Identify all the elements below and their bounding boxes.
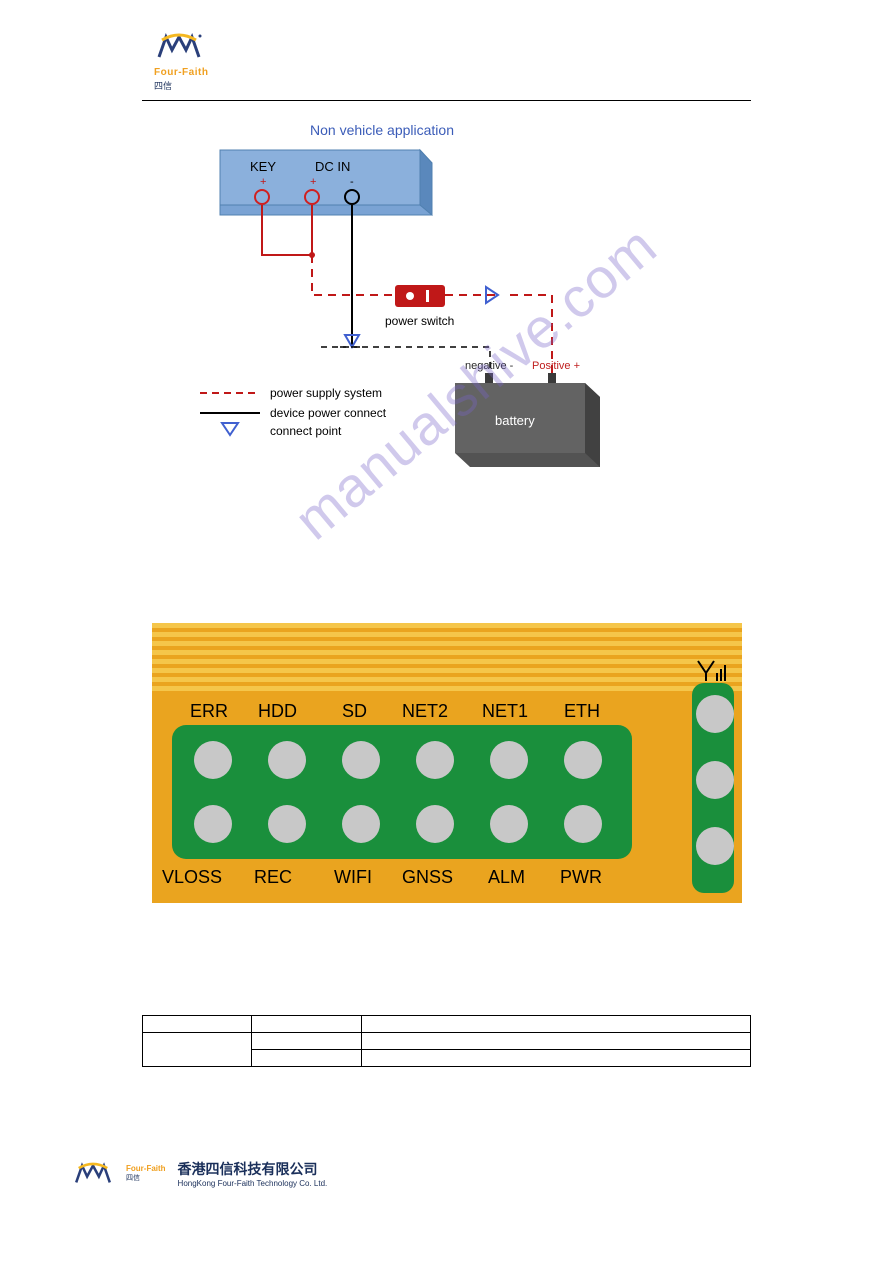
svg-text:battery: battery bbox=[495, 413, 535, 428]
led-net1 bbox=[490, 741, 528, 779]
footer-company-cn: 香港四信科技有限公司 bbox=[178, 1159, 328, 1179]
led-signal-3 bbox=[696, 827, 734, 865]
spec-table bbox=[142, 1015, 751, 1067]
led-signal-1 bbox=[696, 695, 734, 733]
key-label: KEY bbox=[250, 159, 276, 174]
svg-text:connect point: connect point bbox=[270, 424, 342, 438]
svg-text:device power connect: device power connect bbox=[270, 406, 387, 420]
svg-text:-: - bbox=[350, 176, 354, 188]
power-switch: power switch bbox=[385, 285, 454, 328]
diagram-legend: power supply system device power connect… bbox=[200, 386, 387, 438]
led-main-box bbox=[172, 725, 632, 859]
svg-text:+: + bbox=[310, 176, 316, 188]
antenna-icon bbox=[696, 659, 728, 683]
svg-text:negative -: negative - bbox=[465, 360, 514, 372]
dcin-label: DC IN bbox=[315, 159, 350, 174]
led-label-hdd: HDD bbox=[258, 701, 297, 722]
table-cell bbox=[252, 1050, 361, 1067]
led-label-net2: NET2 bbox=[402, 701, 448, 722]
battery-box: negative - Positive + battery bbox=[455, 360, 600, 467]
logo-brand-cn: 四信 bbox=[154, 79, 208, 92]
led-label-sd: SD bbox=[342, 701, 367, 722]
svg-text:Positive +: Positive + bbox=[532, 360, 580, 372]
led-label-rec: REC bbox=[254, 867, 292, 888]
led-label-net1: NET1 bbox=[482, 701, 528, 722]
led-vloss bbox=[194, 805, 232, 843]
table-cell bbox=[252, 1016, 361, 1033]
table-cell bbox=[361, 1050, 750, 1067]
table-cell bbox=[143, 1033, 252, 1067]
table-cell bbox=[361, 1033, 750, 1050]
wiring-diagram: Non vehicle application KEY DC IN + + - bbox=[180, 115, 700, 515]
m-logo-icon bbox=[154, 32, 204, 62]
diagram-title: Non vehicle application bbox=[310, 122, 454, 138]
led-net2 bbox=[416, 741, 454, 779]
table-cell bbox=[143, 1016, 252, 1033]
led-label-pwr: PWR bbox=[560, 867, 602, 888]
header-logo: Four-Faith 四信 bbox=[154, 32, 208, 92]
led-label-gnss: GNSS bbox=[402, 867, 453, 888]
led-pwr bbox=[564, 805, 602, 843]
led-label-wifi: WIFI bbox=[334, 867, 372, 888]
header-divider bbox=[142, 100, 751, 101]
led-label-eth: ETH bbox=[564, 701, 600, 722]
table-cell bbox=[252, 1033, 361, 1050]
led-rec bbox=[268, 805, 306, 843]
svg-text:power switch: power switch bbox=[385, 314, 454, 328]
led-label-err: ERR bbox=[190, 701, 228, 722]
led-eth bbox=[564, 741, 602, 779]
led-err bbox=[194, 741, 232, 779]
wire-dash-to-switch bbox=[312, 255, 395, 295]
led-signal-2 bbox=[696, 761, 734, 799]
led-sd bbox=[342, 741, 380, 779]
footer-company-en: HongKong Four-Faith Technology Co. Ltd. bbox=[178, 1179, 328, 1188]
logo-brand-en: Four-Faith bbox=[154, 67, 208, 78]
footer-brand-cn: 四信 bbox=[126, 1173, 166, 1183]
led-label-vloss: VLOSS bbox=[162, 867, 222, 888]
table-cell bbox=[361, 1016, 750, 1033]
footer-m-logo-icon bbox=[72, 1161, 114, 1187]
footer-brand-en: Four-Faith bbox=[126, 1164, 166, 1173]
svg-text:+: + bbox=[260, 176, 266, 188]
page-footer: Four-Faith 四信 香港四信科技有限公司 HongKong Four-F… bbox=[72, 1159, 327, 1188]
device-box: KEY DC IN + + - bbox=[220, 150, 432, 215]
led-hdd bbox=[268, 741, 306, 779]
led-alm bbox=[490, 805, 528, 843]
svg-text:power supply system: power supply system bbox=[270, 386, 382, 400]
led-label-alm: ALM bbox=[488, 867, 525, 888]
led-indicator-panel: ERR HDD SD NET2 NET1 ETH VLOSS REC WIFI … bbox=[152, 623, 742, 903]
led-wifi bbox=[342, 805, 380, 843]
led-gnss bbox=[416, 805, 454, 843]
